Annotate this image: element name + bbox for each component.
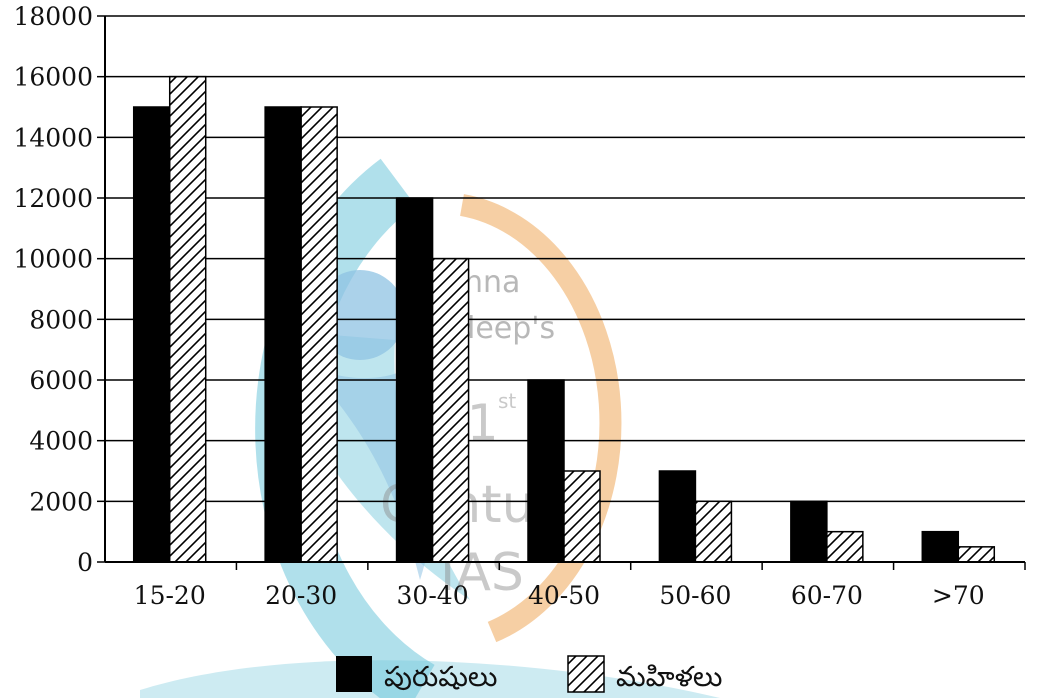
- x-tick-label: 15-20: [134, 581, 206, 610]
- bar-series-1-0: [132, 106, 171, 563]
- y-tick-label: 18000: [13, 2, 93, 31]
- y-tick-label: 10000: [13, 245, 93, 274]
- x-tick-label: 40-50: [528, 581, 600, 610]
- bar-series-2-5: [826, 530, 864, 563]
- legend-label-series-2: మహిళలు: [616, 660, 722, 693]
- bar-series-1-2: [395, 197, 434, 563]
- bar-series-1-4: [658, 470, 697, 563]
- gridlines: [105, 15, 1025, 503]
- legend-label-series-1: పురుషులు: [384, 660, 497, 693]
- bar-series-2-2: [431, 257, 470, 563]
- y-tick-label: 4000: [29, 427, 93, 456]
- legend-swatch-solid: [336, 656, 372, 692]
- y-tick-label: 8000: [29, 305, 93, 334]
- y-tick-label: 12000: [13, 184, 93, 213]
- bar-series-1-5: [790, 500, 828, 563]
- bar-series-1-3: [527, 379, 565, 563]
- bar-series-2-4: [694, 500, 733, 563]
- y-tick-label: 14000: [13, 123, 93, 152]
- bar-series-1-6: [921, 530, 960, 563]
- bar-series-1-1: [264, 106, 302, 563]
- axes: [104, 16, 1025, 563]
- bar-group: [132, 75, 996, 563]
- x-tick-label: 60-70: [791, 581, 863, 610]
- y-axis-ticks: 0 2000 4000 6000 8000 10000 12000 14000 16000 180…: [13, 2, 105, 577]
- x-tick-label: 30-40: [397, 581, 469, 610]
- bar-series-2-1: [300, 106, 338, 563]
- y-tick-label: 6000: [29, 366, 93, 395]
- y-tick-label: 16000: [13, 63, 93, 92]
- legend-swatch-hatched: [567, 655, 605, 693]
- x-axis-ticks: 15-20 20-30 30-40 40-50 50-60 60-70 >70: [134, 562, 1026, 610]
- watermark-orange-arc: [460, 194, 622, 643]
- bar-series-2-3: [563, 470, 601, 563]
- y-tick-label: 0: [77, 548, 93, 577]
- watermark-text-st: st: [498, 389, 516, 413]
- bar-series-2-0: [168, 75, 207, 563]
- y-tick-label: 2000: [29, 487, 93, 516]
- legend: పురుషులు మహిళలు: [336, 655, 722, 693]
- x-tick-label: 20-30: [265, 581, 337, 610]
- bar-series-2-6: [957, 546, 996, 563]
- x-tick-label: >70: [932, 581, 985, 610]
- x-tick-label: 50-60: [659, 581, 731, 610]
